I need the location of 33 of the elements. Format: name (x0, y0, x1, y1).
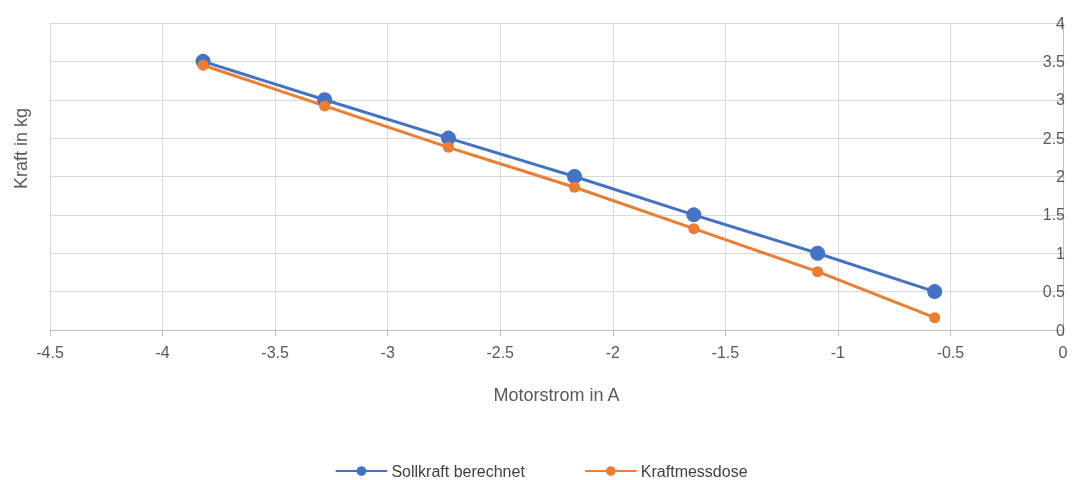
y-tick-label: 1 (1056, 244, 1066, 262)
point (812, 266, 824, 278)
x-tick-label: -1.5 (711, 343, 740, 361)
y-tick-label: 4 (1056, 14, 1066, 32)
legend-label: Sollkraft berechnet (391, 462, 526, 480)
point (569, 181, 581, 193)
point (927, 284, 943, 300)
y-tick-label: 3.5 (1042, 52, 1066, 70)
x-tick-label: -0.5 (936, 343, 965, 361)
point (929, 312, 941, 324)
y-tick-label: 1.5 (1042, 206, 1066, 224)
point (686, 207, 702, 223)
x-tick-label: -3.5 (261, 343, 289, 361)
x-tick-label: -2.5 (486, 343, 515, 361)
y-tick-label: 2.5 (1042, 129, 1066, 147)
y-tick-label: 3 (1056, 91, 1066, 109)
x-tick-label: -2 (605, 343, 620, 361)
point (197, 59, 209, 71)
y-tick-label: 0 (1056, 321, 1066, 339)
x-axis-title: Motorstrom in A (493, 385, 620, 405)
y-tick-label: 0.5 (1042, 283, 1066, 301)
point (688, 223, 700, 235)
x-tick-label: -1 (830, 343, 846, 361)
point (319, 100, 331, 112)
point (567, 169, 583, 184)
legend-label: Kraftmessdose (640, 462, 748, 480)
y-tick-label: 2 (1056, 168, 1066, 185)
point (810, 245, 826, 261)
x-tick-label: -3 (380, 343, 395, 361)
y-axis-title: Kraft in kg (11, 107, 31, 190)
x-tick-label: -4 (155, 343, 170, 361)
x-tick-label: -4.5 (36, 343, 64, 361)
point (442, 141, 454, 153)
